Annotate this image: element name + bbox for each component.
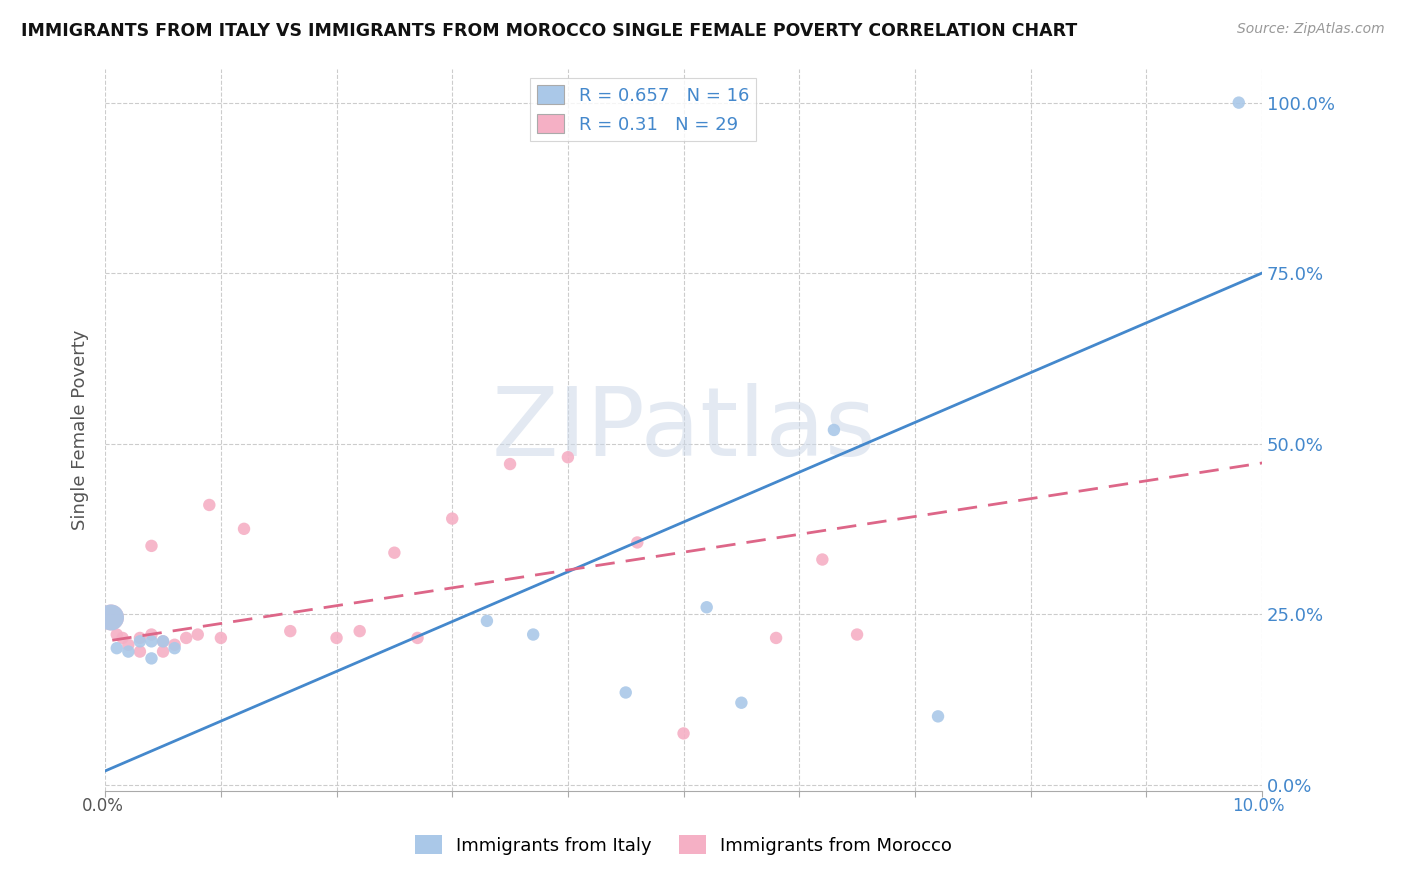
Point — [198, 498, 221, 512]
Point — [233, 522, 256, 536]
Point — [765, 631, 787, 645]
Point — [174, 631, 197, 645]
Point — [152, 634, 174, 648]
Legend: R = 0.657   N = 16, R = 0.31   N = 29: R = 0.657 N = 16, R = 0.31 N = 29 — [530, 78, 756, 141]
Point — [111, 631, 134, 645]
Text: ZIPatlas: ZIPatlas — [491, 384, 876, 476]
Point — [349, 624, 371, 639]
Point — [152, 644, 174, 658]
Point — [129, 631, 152, 645]
Point — [672, 726, 695, 740]
Point — [129, 644, 152, 658]
Point — [1227, 95, 1250, 110]
Y-axis label: Single Female Poverty: Single Female Poverty — [72, 330, 89, 530]
Point — [163, 641, 186, 656]
Point — [187, 627, 209, 641]
Point — [441, 511, 464, 525]
Point — [406, 631, 429, 645]
Point — [163, 638, 186, 652]
Point — [100, 610, 122, 624]
Point — [846, 627, 869, 641]
Point — [209, 631, 232, 645]
Point — [141, 627, 163, 641]
Point — [522, 627, 544, 641]
Text: IMMIGRANTS FROM ITALY VS IMMIGRANTS FROM MOROCCO SINGLE FEMALE POVERTY CORRELATI: IMMIGRANTS FROM ITALY VS IMMIGRANTS FROM… — [21, 22, 1077, 40]
Point — [117, 638, 139, 652]
Point — [152, 634, 174, 648]
Text: 0.0%: 0.0% — [82, 797, 124, 814]
Point — [141, 539, 163, 553]
Point — [100, 610, 122, 624]
Point — [696, 600, 718, 615]
Point — [730, 696, 752, 710]
Point — [129, 634, 152, 648]
Point — [823, 423, 845, 437]
Point — [325, 631, 347, 645]
Point — [557, 450, 579, 465]
Point — [117, 644, 139, 658]
Text: 10.0%: 10.0% — [1233, 797, 1285, 814]
Point — [811, 552, 834, 566]
Point — [499, 457, 522, 471]
Point — [384, 546, 406, 560]
Point — [927, 709, 949, 723]
Point — [626, 535, 648, 549]
Point — [141, 651, 163, 665]
Point — [141, 634, 163, 648]
Point — [105, 627, 128, 641]
Text: Source: ZipAtlas.com: Source: ZipAtlas.com — [1237, 22, 1385, 37]
Point — [475, 614, 498, 628]
Point — [278, 624, 301, 639]
Point — [105, 641, 128, 656]
Point — [614, 685, 637, 699]
